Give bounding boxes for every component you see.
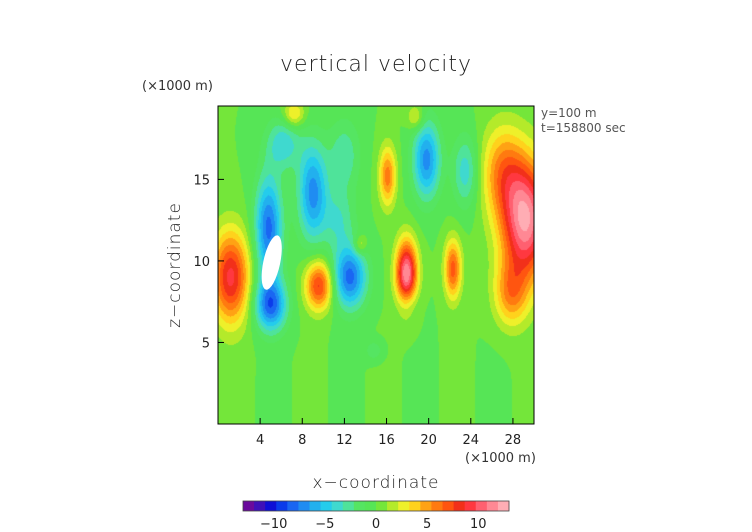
colorbar-swatch xyxy=(331,501,344,511)
colorbar-swatch xyxy=(409,501,421,511)
colorbar-swatch xyxy=(376,501,388,511)
x-tick-label: 24 xyxy=(463,433,480,448)
colorbar-swatch xyxy=(243,501,255,511)
colorbar-swatch xyxy=(342,501,355,511)
colorbar-swatch xyxy=(420,501,432,511)
colorbar: −10 −5 0 5 10 xyxy=(242,500,510,532)
colorbar-swatch xyxy=(265,501,277,511)
y-axis: 5 10 15 xyxy=(193,173,224,351)
colorbar-tick-label: 5 xyxy=(423,517,431,532)
colorbar-swatch xyxy=(431,501,443,511)
annotation-t: t=158800 sec xyxy=(541,121,626,135)
colorbar-swatch xyxy=(398,501,410,511)
x-tick-label: 8 xyxy=(298,433,306,448)
x-axis-label: x−coordinate xyxy=(313,473,440,493)
x-tick-label: 12 xyxy=(336,433,353,448)
colorbar-swatch xyxy=(442,501,454,511)
colorbar-swatch xyxy=(464,501,477,511)
colorbar-swatch xyxy=(276,501,288,511)
y-unit-label: (×1000 m) xyxy=(142,79,213,94)
x-tick-label: 28 xyxy=(505,433,522,448)
colorbar-swatch xyxy=(387,501,399,511)
y-tick-label: 10 xyxy=(193,255,210,270)
plot-frame xyxy=(217,105,535,425)
y-tick-label: 5 xyxy=(202,336,210,351)
colorbar-frame xyxy=(242,500,510,512)
y-tick-label: 15 xyxy=(193,173,210,188)
colorbar-swatch xyxy=(254,501,266,511)
colorbar-swatch xyxy=(309,501,321,511)
x-unit-label: (×1000 m) xyxy=(465,451,536,466)
colorbar-swatch xyxy=(320,501,333,511)
colorbar-swatch xyxy=(364,501,377,511)
x-tick-label: 20 xyxy=(420,433,437,448)
x-tick-label: 16 xyxy=(378,433,395,448)
colorbar-tick-label: 10 xyxy=(470,517,487,532)
colorbar-swatch xyxy=(287,501,299,511)
colorbar-tick-label: 0 xyxy=(372,517,380,532)
colorbar-tick-label: −10 xyxy=(260,517,287,532)
colorbar-swatch xyxy=(475,501,488,511)
annotation-y: y=100 m xyxy=(541,106,597,120)
colorbar-swatch xyxy=(298,501,310,511)
x-axis: 4 8 12 16 20 24 28 xyxy=(256,418,521,448)
y-axis-label: z−coordinate xyxy=(165,202,185,328)
masked-region xyxy=(261,235,282,290)
plot-area xyxy=(217,105,535,425)
colorbar-swatch xyxy=(497,501,510,511)
colorbar-swatch xyxy=(353,501,366,511)
chart-title: vertical velocity xyxy=(280,52,472,77)
colorbar-swatch xyxy=(453,501,466,511)
colorbar-tick-label: −5 xyxy=(315,517,334,532)
colorbar-swatch xyxy=(486,501,499,511)
x-tick-label: 4 xyxy=(256,433,264,448)
